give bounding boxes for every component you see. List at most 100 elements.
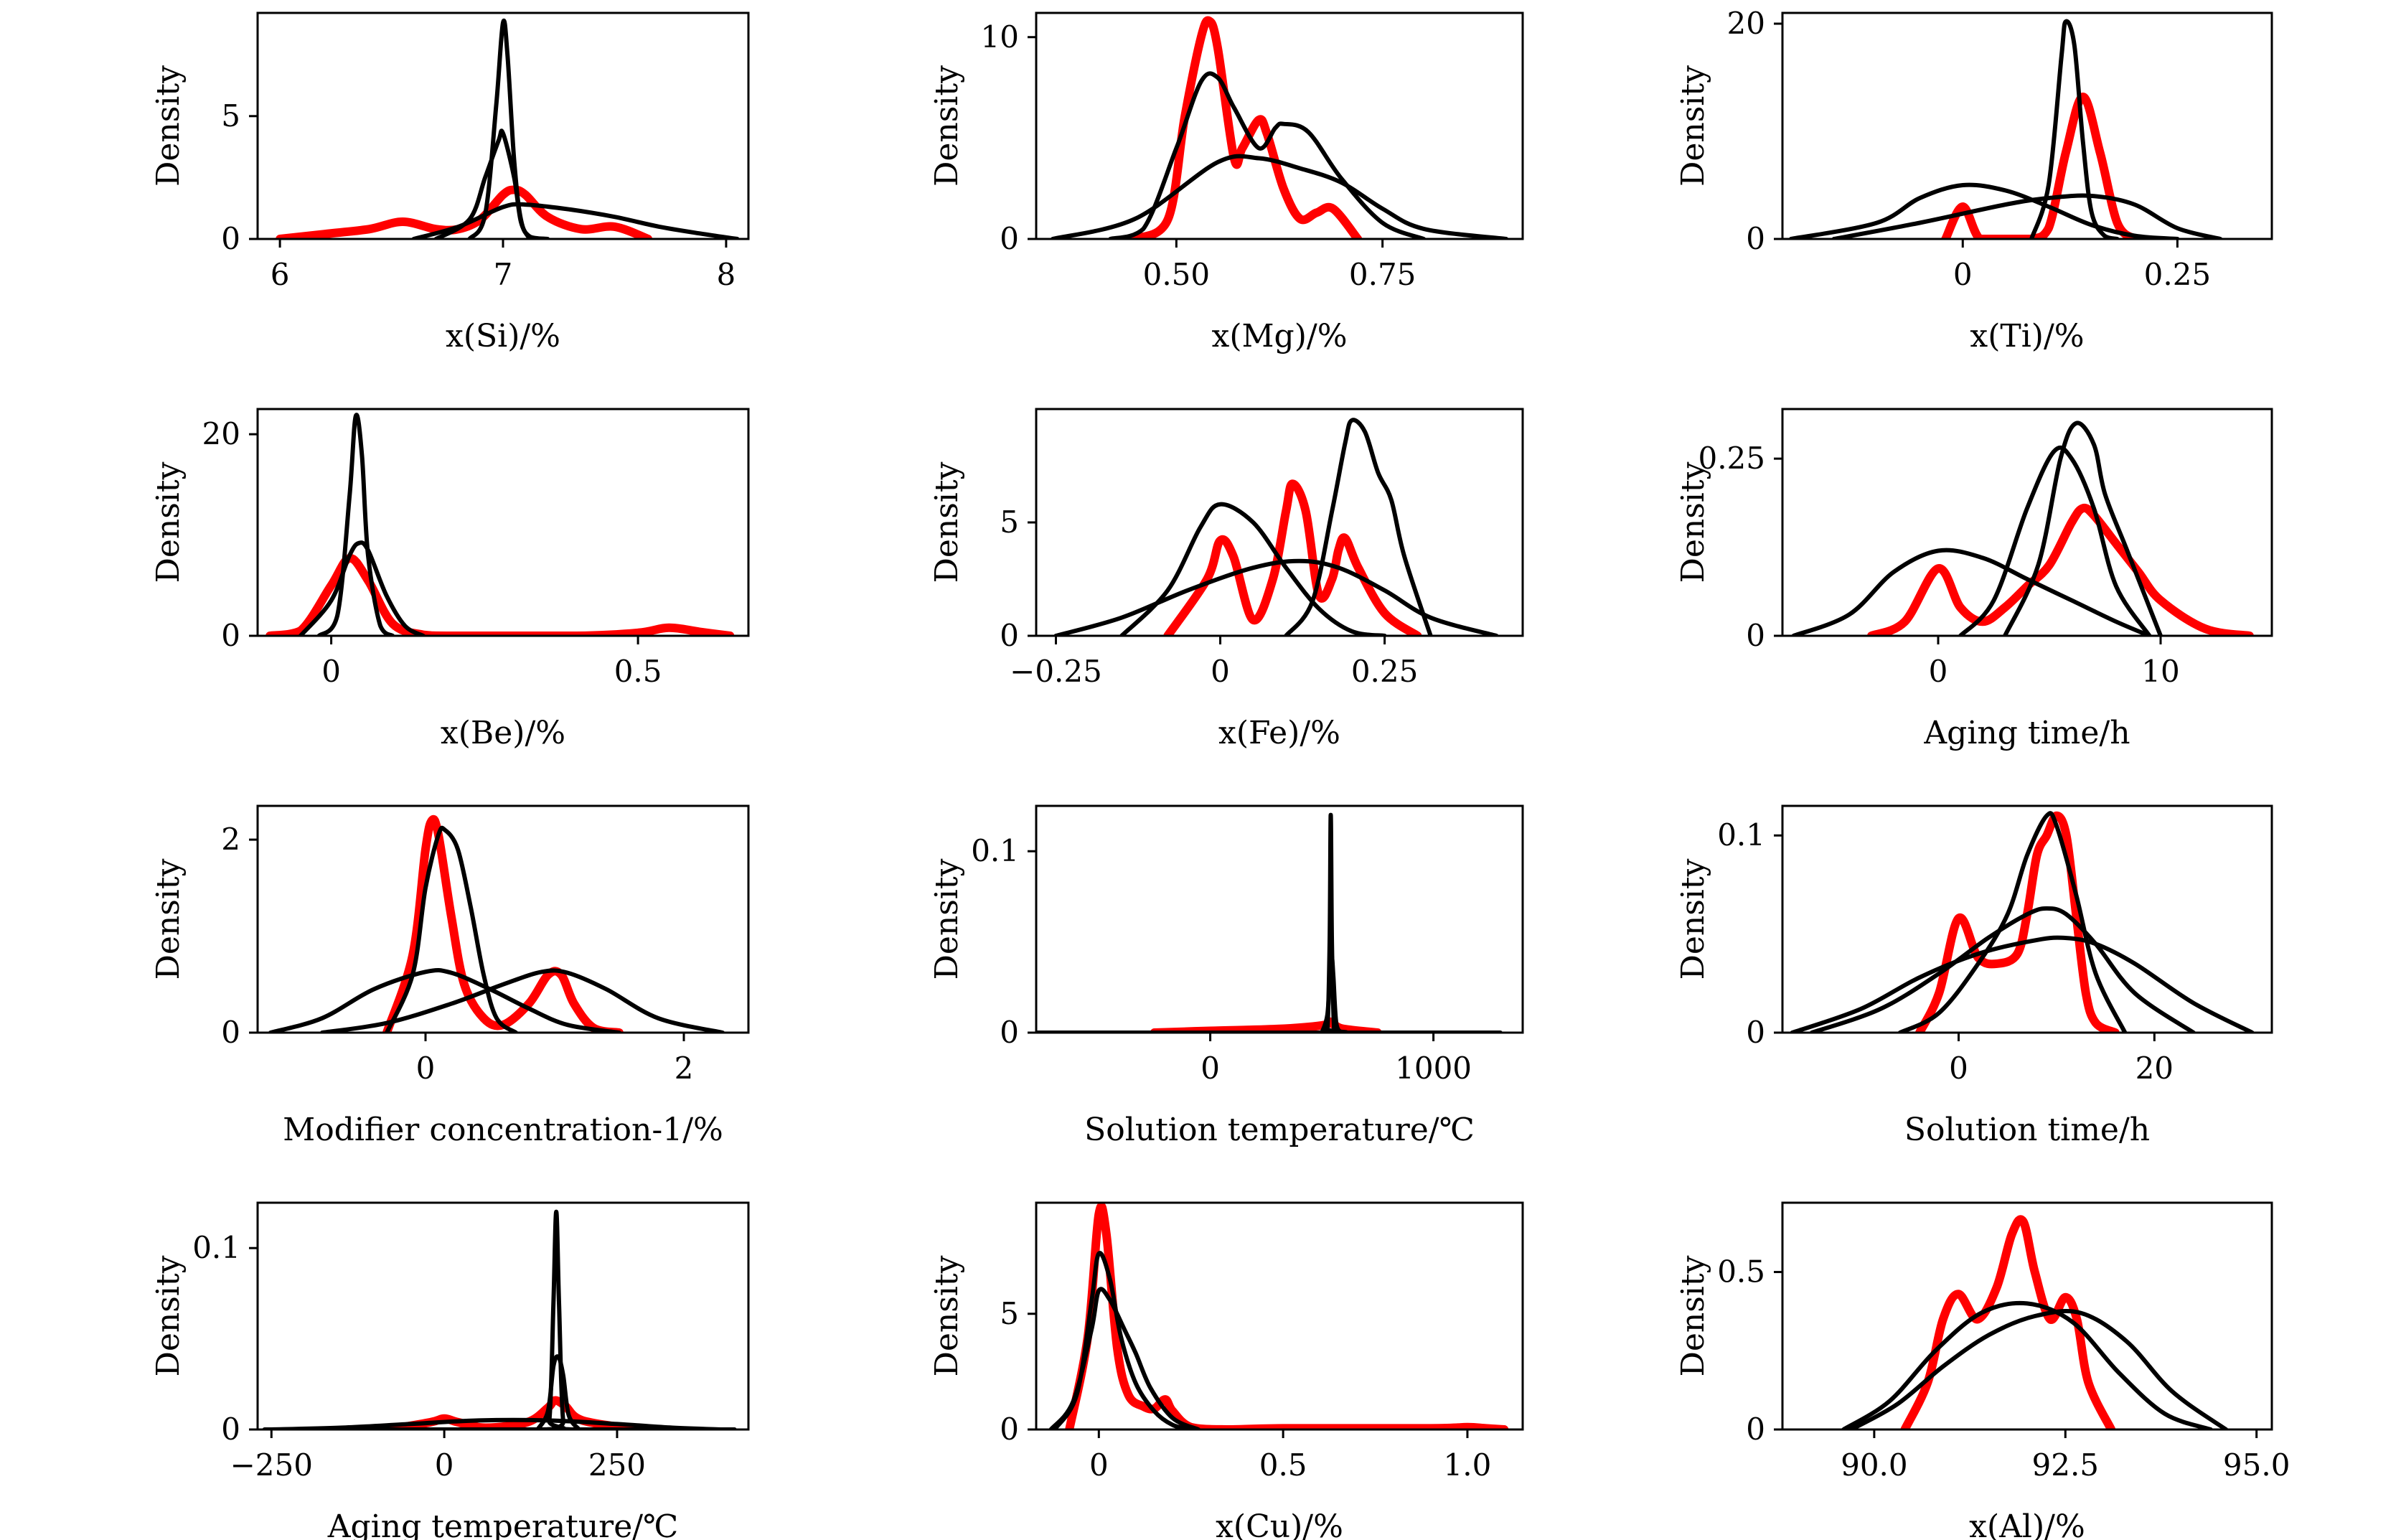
chart-3-ytick-label: 0 bbox=[1746, 221, 1765, 256]
chart-3-line-generated-2 bbox=[1789, 182, 2180, 239]
chart-4-series-group bbox=[266, 413, 735, 636]
chart-9-line-generated-1 bbox=[1897, 811, 2128, 1033]
chart-11-xtick-label: 1.0 bbox=[1444, 1447, 1492, 1483]
chart-6-line-generated-1 bbox=[1791, 548, 2152, 636]
chart-12-ytick-label: 0.5 bbox=[1717, 1254, 1765, 1290]
chart-6-ytick-label: 0 bbox=[1746, 618, 1765, 653]
chart-12-line-generated-1 bbox=[1841, 1300, 2213, 1429]
chart-4-frame bbox=[256, 408, 750, 637]
chart-3-ytick-label: 20 bbox=[1727, 6, 1765, 41]
chart-9-series-group bbox=[1790, 811, 2255, 1033]
chart-11-ytick-label: 5 bbox=[1000, 1296, 1019, 1331]
chart-4-ytick-label: 20 bbox=[202, 416, 240, 451]
chart-9-ylabel: Density bbox=[1675, 858, 1711, 980]
chart-11-xlabel: x(Cu)/% bbox=[1216, 1508, 1343, 1540]
chart-3-line-generated-3 bbox=[1831, 193, 2223, 239]
chart-3-panel: 0 0.25 0 20 x(Ti)/% Density bbox=[1675, 6, 2273, 355]
chart-5-xtick-label: −0.25 bbox=[1010, 654, 1102, 689]
chart-1-line-generated-2 bbox=[433, 128, 532, 239]
chart-12-xtick-label: 90.0 bbox=[1841, 1447, 1908, 1483]
chart-4-ylabel: Density bbox=[150, 461, 187, 583]
chart-8-ytick-label: 0.1 bbox=[971, 833, 1019, 868]
chart-12-frame bbox=[1781, 1201, 2273, 1431]
chart-9-line-real bbox=[1915, 811, 2120, 1033]
chart-12-line-real bbox=[1900, 1215, 2116, 1429]
chart-1-xtick-label: 8 bbox=[717, 257, 736, 292]
chart-11-series-group bbox=[1048, 1203, 1509, 1429]
chart-5-line-generated-2 bbox=[1284, 418, 1433, 636]
chart-9-xtick-label: 0 bbox=[1949, 1051, 1968, 1086]
chart-7-xtick-label: 0 bbox=[416, 1051, 436, 1086]
chart-1-panel: 6 7 8 0 5 x(Si)/% Density bbox=[150, 11, 750, 355]
chart-1-line-generated-3 bbox=[411, 202, 740, 239]
chart-8-ylabel: Density bbox=[929, 858, 965, 980]
chart-2-line-real bbox=[1130, 16, 1363, 239]
chart-3-frame bbox=[1781, 11, 2273, 240]
chart-7-line-generated-3 bbox=[320, 968, 725, 1033]
chart-7-series-group bbox=[268, 814, 725, 1033]
chart-5-frame bbox=[1035, 408, 1524, 637]
chart-12-panel: 90.0 92.5 95.0 0 0.5 x(Al)/% Density bbox=[1675, 1201, 2290, 1540]
chart-9-panel: 0 20 0 0.1 Solution time/h Density bbox=[1675, 804, 2273, 1148]
chart-12-xlabel: x(Al)/% bbox=[1969, 1508, 2085, 1540]
chart-3-xtick-label: 0.25 bbox=[2144, 257, 2212, 292]
chart-1-line-real bbox=[276, 185, 653, 239]
chart-8-frame bbox=[1035, 804, 1524, 1034]
chart-1-ylabel: Density bbox=[150, 65, 187, 187]
chart-4-ytick-label: 0 bbox=[221, 618, 240, 653]
chart-6-ylabel: Density bbox=[1675, 461, 1711, 583]
chart-11-frame bbox=[1035, 1201, 1524, 1431]
chart-9-ytick-label: 0.1 bbox=[1717, 817, 1765, 853]
chart-2-panel: 0.50 0.75 0 10 x(Mg)/% Density bbox=[929, 11, 1524, 355]
chart-5-series-group bbox=[1053, 418, 1499, 636]
chart-1-xtick-label: 6 bbox=[271, 257, 290, 292]
chart-4-xtick-label: 0 bbox=[321, 654, 341, 689]
chart-9-xlabel: Solution time/h bbox=[1904, 1112, 2150, 1148]
chart-12-ylabel: Density bbox=[1675, 1255, 1711, 1376]
chart-1-ytick-label: 0 bbox=[221, 221, 240, 256]
chart-3-xlabel: x(Ti)/% bbox=[1970, 318, 2084, 355]
chart-3-series-group bbox=[1789, 19, 2223, 239]
chart-9-ytick-label: 0 bbox=[1746, 1015, 1765, 1050]
chart-6-line-generated-3 bbox=[2003, 421, 2163, 636]
chart-5-xlabel: x(Fe)/% bbox=[1218, 715, 1340, 751]
chart-6-xlabel: Aging time/h bbox=[1923, 715, 2130, 751]
chart-2-line-generated-2 bbox=[1051, 154, 1508, 239]
chart-7-ylabel: Density bbox=[150, 858, 187, 980]
chart-8-line-generated-2 bbox=[1320, 954, 1345, 1033]
chart-2-xtick-label: 0.75 bbox=[1349, 257, 1416, 292]
chart-5-ytick-label: 0 bbox=[1000, 618, 1019, 653]
chart-7-xtick-label: 2 bbox=[675, 1051, 694, 1086]
chart-3-xtick-label: 0 bbox=[1953, 257, 1973, 292]
chart-3-ylabel: Density bbox=[1675, 65, 1711, 187]
chart-7-ytick-label: 2 bbox=[221, 822, 240, 857]
chart-6-frame bbox=[1781, 408, 2273, 637]
chart-6-line-real bbox=[1867, 503, 2254, 636]
chart-4-xlabel: x(Be)/% bbox=[441, 715, 565, 751]
chart-12-line-generated-2 bbox=[1848, 1309, 2229, 1429]
chart-10-line-generated-1 bbox=[262, 1209, 737, 1429]
chart-11-line-real bbox=[1065, 1203, 1509, 1429]
chart-10-ytick-label: 0.1 bbox=[192, 1230, 240, 1265]
chart-12-xtick-label: 95.0 bbox=[2223, 1447, 2290, 1483]
chart-11-xtick-label: 0.5 bbox=[1259, 1447, 1307, 1483]
chart-5-xtick-label: 0.25 bbox=[1351, 654, 1419, 689]
chart-3-line-real bbox=[1941, 93, 2139, 239]
chart-6-ytick-label: 0.25 bbox=[1698, 441, 1765, 476]
chart-11-ylabel: Density bbox=[929, 1255, 965, 1376]
chart-11-ytick-label: 0 bbox=[1000, 1412, 1019, 1447]
chart-10-ytick-label: 0 bbox=[221, 1412, 240, 1447]
chart-2-ytick-label: 10 bbox=[981, 19, 1019, 55]
chart-9-line-generated-2 bbox=[1809, 906, 2196, 1033]
chart-8-xtick-label: 1000 bbox=[1395, 1051, 1472, 1086]
chart-4-line-generated-1 bbox=[316, 413, 395, 636]
chart-9-frame bbox=[1781, 804, 2273, 1034]
chart-7-xlabel: Modifier concentration-1/% bbox=[283, 1112, 723, 1148]
chart-11-xtick-label: 0 bbox=[1089, 1447, 1109, 1483]
chart-2-frame bbox=[1035, 11, 1524, 240]
chart-8-line-generated-1 bbox=[1036, 812, 1503, 1033]
chart-6-xtick-label: 10 bbox=[2141, 654, 2179, 689]
